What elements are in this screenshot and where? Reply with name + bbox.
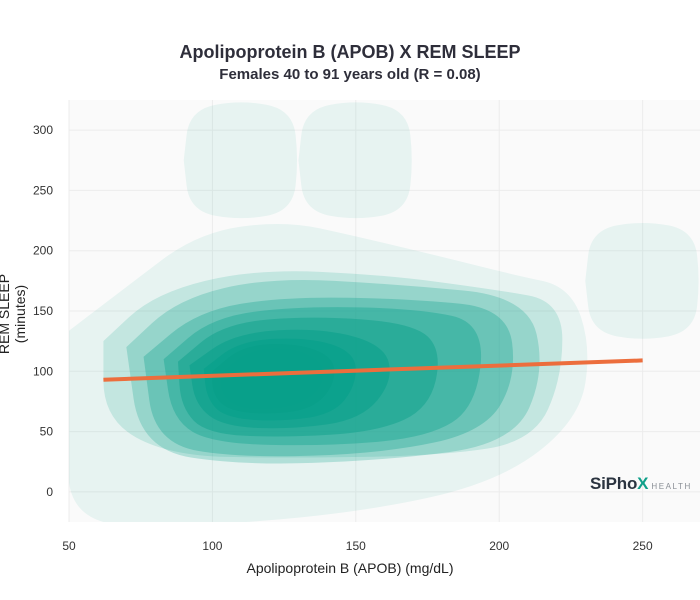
density-level-10 xyxy=(221,348,323,409)
trend-line-layer xyxy=(103,358,643,382)
x-axis-label: Apolipoprotein B (APOB) (mg/dL) xyxy=(246,560,454,576)
grid xyxy=(68,100,700,522)
y-tick-label: 200 xyxy=(33,244,53,258)
siphox-health-logo: SiPho X HEALTH xyxy=(590,474,692,494)
x-tick-label: 150 xyxy=(346,539,366,553)
y-tick-label: 50 xyxy=(40,425,54,439)
logo-main-text: SiPho xyxy=(590,474,638,493)
outlier-density-blob xyxy=(585,222,699,339)
chart-subtitle: Females 40 to 91 years old (R = 0.08) xyxy=(219,66,481,83)
outlier-density-blob xyxy=(183,102,298,219)
x-tick-label: 50 xyxy=(62,539,76,553)
title-block: Apolipoprotein B (APOB) X REM SLEEP Fema… xyxy=(0,40,700,86)
y-tick-label: 300 xyxy=(33,123,53,137)
trend-line xyxy=(103,358,643,382)
logo-accent-letter: X xyxy=(637,474,649,493)
chart-title: Apolipoprotein B (APOB) X REM SLEEP xyxy=(179,42,521,62)
y-tick-label: 250 xyxy=(33,183,53,197)
x-tick-label: 100 xyxy=(202,539,222,553)
y-axis-label: REM SLEEP (minutes) xyxy=(0,273,28,355)
outlier-density-blob xyxy=(298,102,412,219)
logo-sub-text: HEALTH xyxy=(651,482,692,491)
y-tick-label: 0 xyxy=(46,485,53,499)
tick-labels: 0 50 100 150 200 250 300 50 100 150 200 250 xyxy=(33,123,653,553)
x-tick-label: 250 xyxy=(633,539,653,553)
y-tick-label: 150 xyxy=(33,304,53,318)
y-tick-label: 100 xyxy=(33,364,53,378)
x-tick-label: 200 xyxy=(489,539,509,553)
